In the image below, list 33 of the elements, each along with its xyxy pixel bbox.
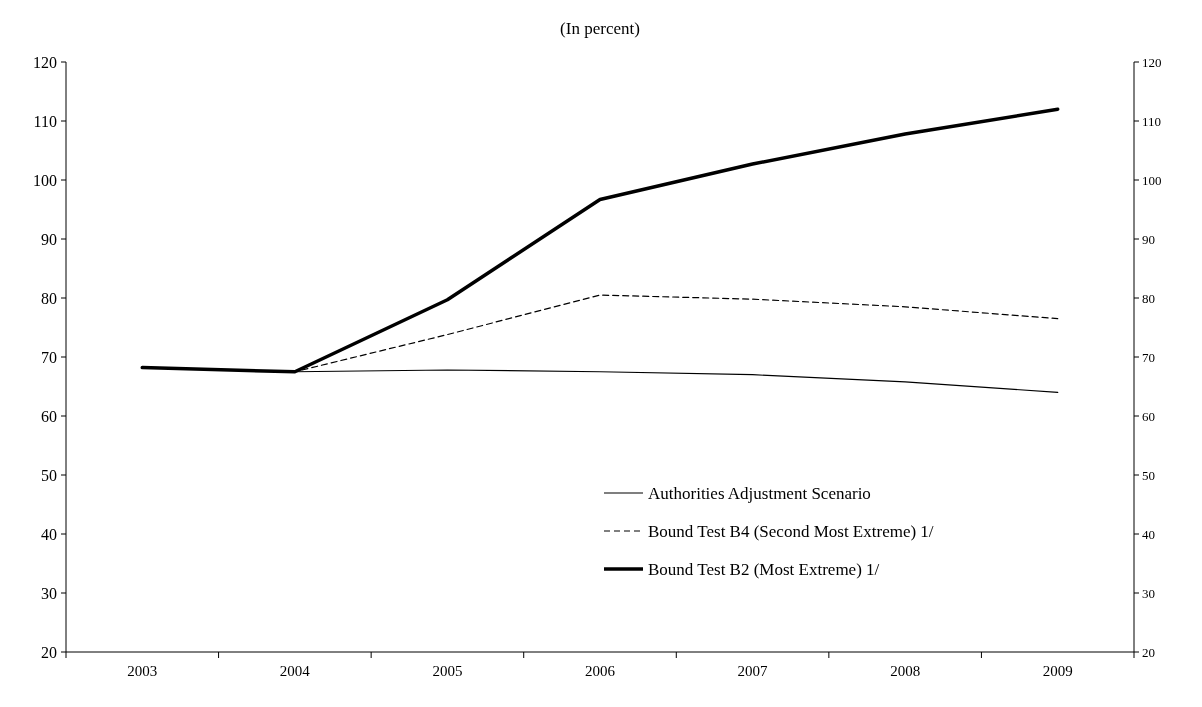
y-tick-label: 80 xyxy=(41,289,57,307)
chart-title: (In percent) xyxy=(560,19,640,38)
x-tick-label: 2007 xyxy=(737,663,769,679)
legend-label: Bound Test B4 (Second Most Extreme) 1/ xyxy=(648,521,934,541)
legend-label: Bound Test B2 (Most Extreme) 1/ xyxy=(648,559,880,579)
y2-tick-label: 100 xyxy=(1142,172,1162,188)
y-tick-label: 50 xyxy=(41,466,57,484)
y2-tick-label: 30 xyxy=(1142,585,1155,601)
y-tick-label: 90 xyxy=(41,230,57,248)
y-tick-label: 20 xyxy=(41,643,57,661)
y-tick-label: 60 xyxy=(41,407,57,425)
y-tick-label: 30 xyxy=(41,584,57,602)
y2-tick-label: 20 xyxy=(1142,644,1155,660)
x-tick-label: 2004 xyxy=(279,663,311,679)
y2-tick-label: 60 xyxy=(1142,408,1155,424)
legend-label: Authorities Adjustment Scenario xyxy=(648,483,871,503)
y-tick-label: 110 xyxy=(33,112,57,130)
y2-tick-label: 110 xyxy=(1142,113,1162,129)
x-tick-label: 2003 xyxy=(127,663,158,679)
x-tick-label: 2009 xyxy=(1042,663,1073,679)
x-tick-label: 2005 xyxy=(432,663,463,679)
y2-tick-label: 120 xyxy=(1142,54,1162,70)
y-tick-label: 120 xyxy=(33,53,57,71)
y2-tick-label: 80 xyxy=(1142,290,1155,306)
y-tick-label: 70 xyxy=(41,348,57,366)
y-tick-label: 100 xyxy=(33,171,57,189)
y2-tick-label: 70 xyxy=(1142,349,1155,365)
y2-tick-label: 90 xyxy=(1142,231,1155,247)
y2-tick-label: 40 xyxy=(1142,526,1155,542)
y-tick-label: 40 xyxy=(41,525,57,543)
x-tick-label: 2008 xyxy=(890,663,921,679)
x-tick-label: 2006 xyxy=(585,663,616,679)
y2-tick-label: 50 xyxy=(1142,467,1155,483)
